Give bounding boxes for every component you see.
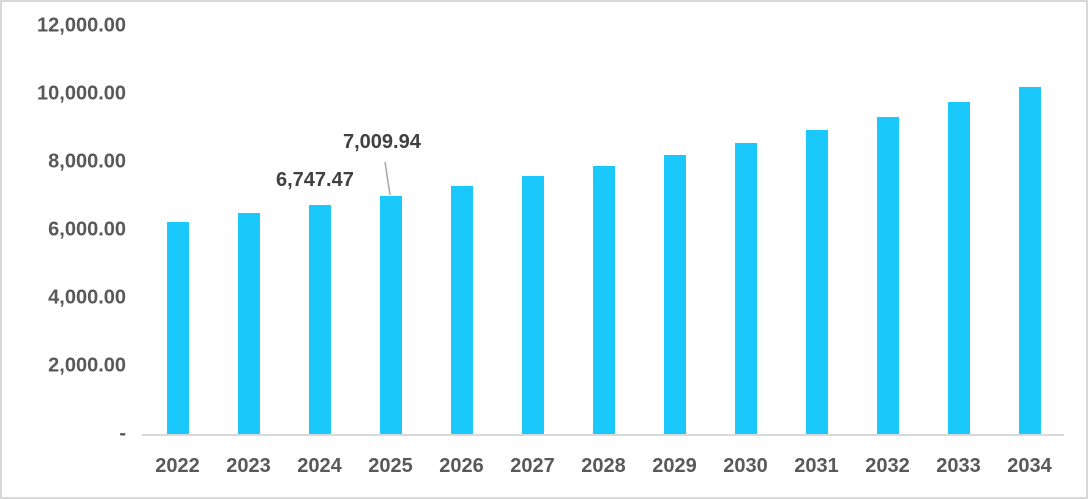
- bar-2025: [379, 195, 402, 434]
- bar-2027: [521, 175, 544, 434]
- x-tick-label: 2028: [581, 455, 626, 477]
- y-tick-label: 8,000.00: [48, 150, 126, 173]
- bar-2030: [734, 142, 757, 434]
- bar-2033: [947, 101, 970, 434]
- x-tick-label: 2024: [297, 455, 342, 477]
- bar-2034: [1018, 86, 1041, 434]
- x-tick-label: 2025: [368, 455, 413, 477]
- x-tick-label: 2026: [439, 455, 484, 477]
- x-tick-label: 2033: [936, 455, 981, 477]
- bar-2024: [308, 204, 331, 434]
- x-tick-label: 2023: [226, 455, 271, 477]
- bar-2022: [166, 221, 189, 434]
- y-tick-label: 2,000.00: [48, 354, 126, 377]
- y-tick-label: -: [119, 422, 126, 445]
- bar-2026: [450, 186, 473, 434]
- x-tick-label: 2032: [865, 455, 910, 477]
- y-tick-label: 6,000.00: [48, 218, 126, 241]
- x-axis-line: [142, 434, 1064, 436]
- bar-2032: [876, 116, 899, 434]
- x-tick-label: 2030: [723, 455, 768, 477]
- data-label-2024: 6,747.47: [276, 169, 354, 191]
- x-tick-label: 2034: [1007, 455, 1052, 477]
- bar-2028: [592, 165, 615, 434]
- x-tick-label: 2022: [155, 455, 200, 477]
- y-tick-label: 10,000.00: [37, 82, 126, 105]
- data-label-2025: 7,009.94: [343, 131, 421, 153]
- bar-2023: [237, 213, 260, 434]
- y-tick-label: 12,000.00: [37, 14, 126, 37]
- x-tick-label: 2027: [510, 455, 555, 477]
- x-tick-label: 2029: [652, 455, 697, 477]
- bar-2029: [663, 154, 686, 434]
- x-tick-label: 2031: [794, 455, 839, 477]
- bar-2031: [805, 130, 828, 434]
- y-tick-label: 4,000.00: [48, 286, 126, 309]
